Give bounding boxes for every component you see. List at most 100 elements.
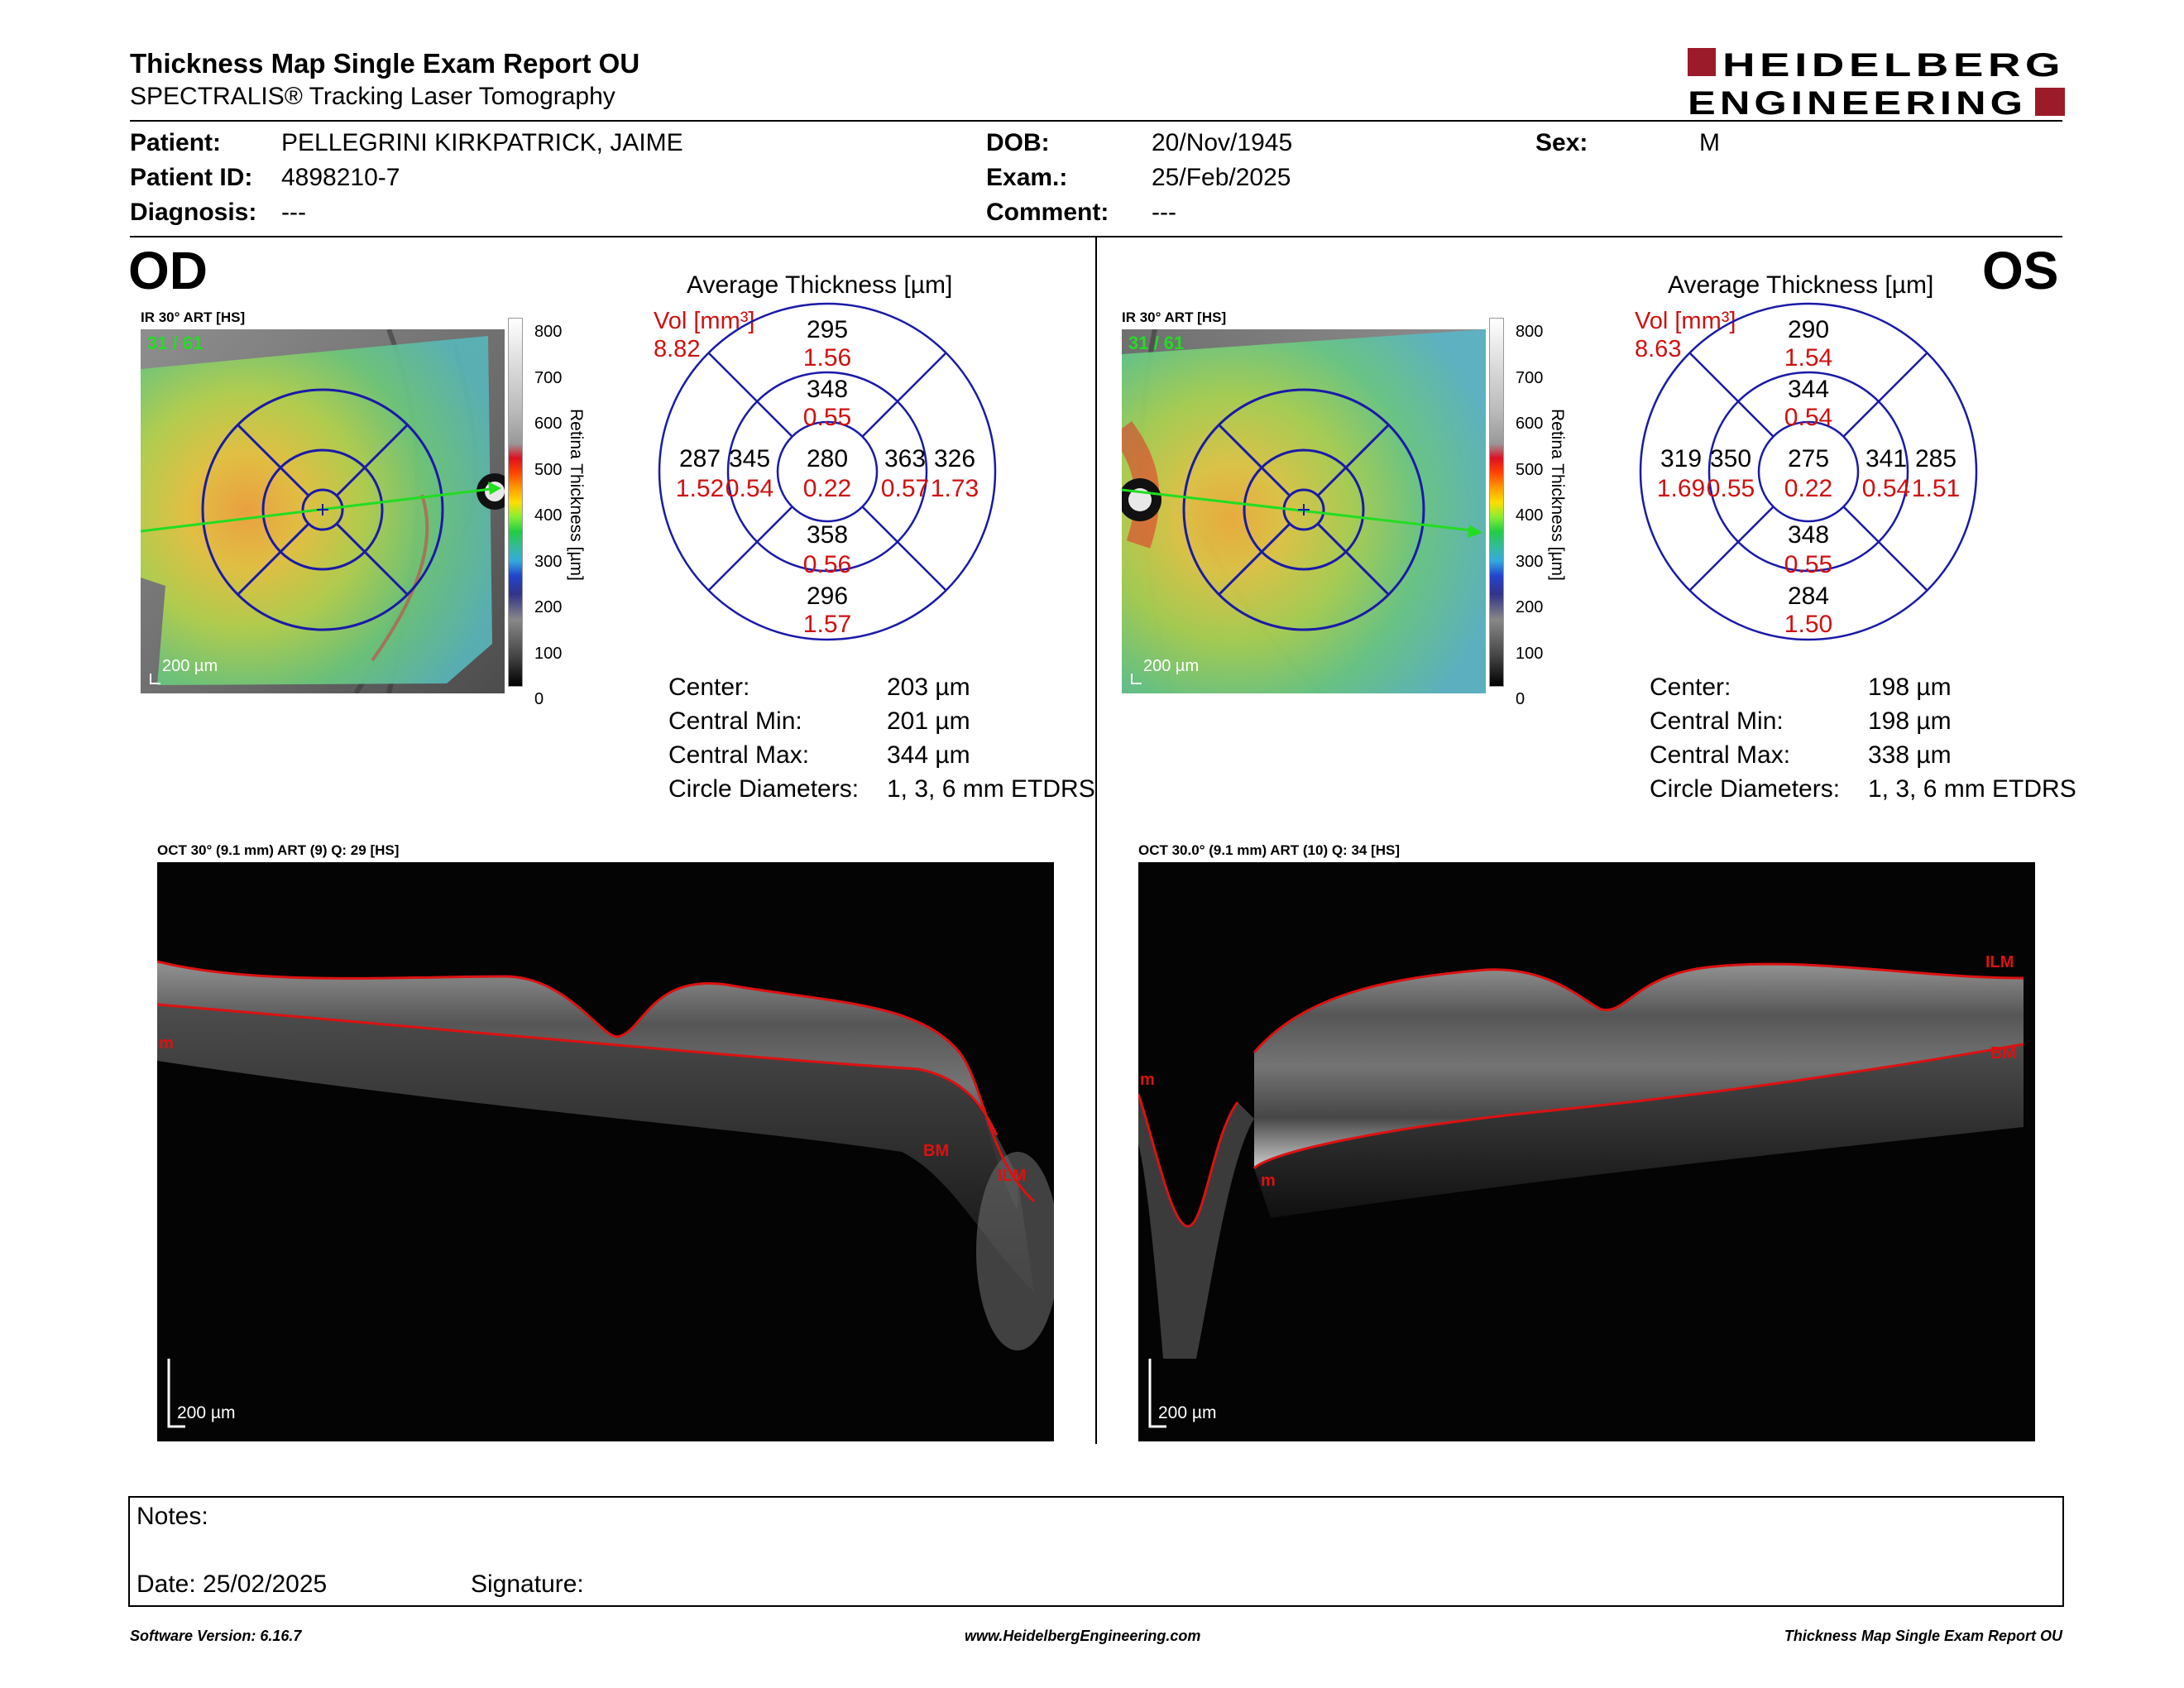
os-map-scale: 200 µm: [1143, 657, 1200, 675]
od-colorbar-label: Retina Thickness [µm]: [567, 409, 586, 581]
od-bm-label: BM: [923, 1142, 950, 1160]
os-outer-temp-volume: 1.69: [1657, 475, 1705, 502]
od-inner-inf-thickness: 358: [807, 521, 848, 549]
od-frame-counter: 31 / 61: [147, 333, 204, 353]
od-outer-temp-thickness: 287: [679, 445, 721, 472]
od-inner-temp-thickness: 345: [729, 445, 770, 472]
od-etdrs-grid: 295 1.56 348 0.55 280 0.22 287 1.52 345 …: [658, 302, 997, 641]
os-colorbar-ticks: 800 700 600 500 400 300 200 100 0: [1516, 323, 1544, 708]
heidelberg-logo: HEIDELBERG ENGINEERING: [1688, 47, 2065, 117]
od-center-thickness: 280: [807, 445, 848, 472]
os-stats-values: 198 µm 198 µm 338 µm 1, 3, 6 mm ETDRS: [1868, 674, 2076, 803]
od-oct-scale: 200 µm: [177, 1403, 236, 1422]
os-inner-temp-thickness: 350: [1710, 445, 1751, 472]
notes-label: Notes:: [136, 1503, 208, 1530]
od-edge-label: m: [159, 1034, 174, 1053]
os-outer-inf-volume: 1.50: [1784, 611, 1832, 638]
os-colorbar-label: Retina Thickness [µm]: [1548, 409, 1567, 581]
od-outer-inf-volume: 1.57: [803, 611, 851, 638]
os-inner-sup-thickness: 344: [1788, 376, 1829, 403]
diagnosis-label: Diagnosis:: [130, 199, 257, 226]
report-title: Thickness Map Single Exam Report OU: [130, 48, 640, 79]
os-inner-inf-thickness: 348: [1788, 521, 1829, 549]
od-avg-title: Average Thickness [µm]: [687, 271, 953, 299]
os-ilm-label: ILM: [1985, 953, 2014, 971]
os-outer-sup-thickness: 290: [1788, 316, 1829, 343]
software-version: Software Version: 6.16.7: [130, 1628, 302, 1644]
os-center-thickness: 275: [1788, 445, 1829, 472]
od-stats-labels: Center: Central Min: Central Max: Circle Di…: [668, 674, 860, 803]
os-frame-counter: 31 / 61: [1128, 333, 1185, 353]
od-stats-values: 203 µm 201 µm 344 µm 1, 3, 6 mm ETDRS: [887, 674, 1095, 803]
od-oct-label: OCT 30° (9.1 mm) ART (9) Q: 29 [HS]: [157, 842, 400, 858]
os-colorbar: 800 700 600 500 400 300 200 100 0 Retina Thickne…: [1487, 318, 1578, 708]
od-outer-nas-volume: 1.73: [931, 475, 979, 502]
logo-text-1: HEIDELBERG: [1722, 47, 2065, 84]
os-outer-inf-thickness: 284: [1788, 583, 1829, 610]
od-eye-label: OD: [128, 241, 208, 300]
signature-field: Signature:: [471, 1571, 584, 1598]
od-map-scale: 200 µm: [162, 657, 218, 675]
logo-text-2: ENGINEERING: [1688, 85, 2027, 117]
sex-value: M: [1699, 129, 1720, 156]
od-outer-sup-thickness: 295: [807, 316, 848, 343]
od-inner-nas-thickness: 363: [884, 445, 926, 472]
date-field: Date: 25/02/2025: [136, 1571, 328, 1598]
footer-report-name: Thickness Map Single Exam Report OU: [1784, 1628, 2062, 1644]
os-outer-temp-thickness: 319: [1660, 445, 1702, 472]
os-ir-label: IR 30° ART [HS]: [1122, 309, 1227, 325]
diagnosis-value: ---: [281, 199, 306, 226]
os-bm-label: BM: [1990, 1044, 2017, 1062]
dob-label: DOB:: [986, 129, 1050, 156]
os-avg-title: Average Thickness [µm]: [1668, 271, 1934, 299]
os-outer-nas-thickness: 285: [1915, 445, 1956, 472]
os-center-volume: 0.22: [1784, 475, 1832, 502]
exam-label: Exam.:: [986, 164, 1068, 191]
od-outer-temp-volume: 1.52: [676, 475, 724, 502]
os-edge-label-2: m: [1261, 1172, 1276, 1190]
od-outer-sup-volume: 1.56: [803, 344, 851, 372]
os-vol-total: 8.63: [1635, 336, 1682, 362]
os-etdrs-grid: 290 1.54 344 0.54 275 0.22 319 1.69 350 …: [1639, 302, 1978, 641]
os-outer-sup-volume: 1.54: [1784, 344, 1832, 372]
od-inner-sup-volume: 0.55: [803, 404, 851, 431]
od-inner-inf-volume: 0.56: [803, 551, 851, 578]
report-subtitle: SPECTRALIS® Tracking Laser Tomography: [130, 83, 615, 110]
os-outer-nas-volume: 1.51: [1912, 475, 1960, 502]
dob-value: 20/Nov/1945: [1152, 129, 1293, 156]
patient-name: PELLEGRINI KIRKPATRICK, JAIME: [281, 129, 683, 156]
os-inner-sup-volume: 0.54: [1784, 404, 1832, 431]
comment-value: ---: [1152, 199, 1176, 226]
od-inner-nas-volume: 0.57: [881, 475, 929, 502]
od-ir-label: IR 30° ART [HS]: [141, 309, 246, 325]
od-ilm-label: ILM: [998, 1167, 1027, 1185]
os-thickness-map: 31 / 61 200 µm: [1122, 329, 1486, 693]
os-stats-labels: Center: Central Min: Central Max: Circle Di…: [1650, 674, 1841, 803]
patient-id-label: Patient ID:: [130, 164, 253, 191]
od-colorbar-ticks: 800 700 600 500 400 300 200 100 0: [534, 323, 563, 708]
os-oct-bscan: ILM BM m m 200 µm: [1138, 862, 2035, 1441]
os-inner-temp-volume: 0.55: [1707, 475, 1755, 502]
od-thickness-map: 31 / 61 200 µm: [141, 329, 505, 693]
od-vol-total: 8.82: [654, 336, 701, 362]
os-inner-nas-volume: 0.54: [1862, 475, 1910, 502]
patient-id: 4898210-7: [281, 164, 400, 191]
od-colorbar: 800 700 600 500 400 300 200 100 0 Retina Thickne…: [506, 318, 597, 708]
exam-value: 25/Feb/2025: [1152, 164, 1291, 191]
patient-label: Patient:: [130, 129, 222, 156]
website-link[interactable]: www.HeidelbergEngineering.com: [965, 1628, 1201, 1644]
od-oct-bscan: BM ILM m 200 µm: [157, 862, 1054, 1441]
od-outer-inf-thickness: 296: [807, 583, 848, 610]
od-inner-sup-thickness: 348: [807, 376, 848, 403]
sex-label: Sex:: [1535, 129, 1588, 156]
os-oct-label: OCT 30.0° (9.1 mm) ART (10) Q: 34 [HS]: [1138, 842, 1401, 858]
od-inner-temp-volume: 0.54: [726, 475, 774, 502]
os-inner-inf-volume: 0.55: [1784, 551, 1832, 578]
od-center-volume: 0.22: [803, 475, 851, 502]
comment-label: Comment:: [986, 199, 1109, 226]
os-oct-scale: 200 µm: [1158, 1403, 1217, 1422]
os-eye-label: OS: [1982, 241, 2059, 300]
os-edge-label: m: [1140, 1071, 1155, 1089]
notes-box[interactable]: Notes: Date: 25/02/2025 Signature:: [128, 1496, 2064, 1607]
os-inner-nas-thickness: 341: [1866, 445, 1907, 472]
